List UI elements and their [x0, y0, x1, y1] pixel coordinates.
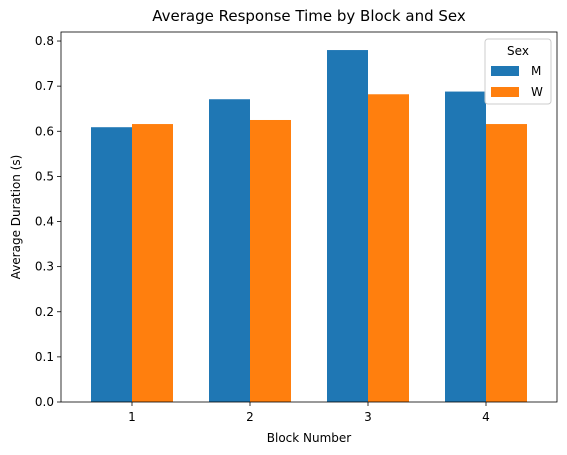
legend-swatch-W	[491, 87, 519, 97]
legend-title: Sex	[507, 44, 529, 58]
chart-title: Average Response Time by Block and Sex	[152, 7, 466, 25]
bar-W-block-3	[368, 94, 409, 402]
bar-M-block-4	[445, 91, 486, 402]
x-axis: 1 2 3 4	[128, 402, 490, 424]
x-tick-label: 3	[364, 410, 372, 424]
y-tick-label: 0.7	[35, 79, 54, 93]
legend-label-M: M	[531, 64, 541, 78]
legend-swatch-M	[491, 66, 519, 76]
y-axis: 0.0 0.1 0.2 0.3 0.4 0.5 0.6 0.7 0.8	[35, 34, 61, 409]
x-tick-label: 1	[128, 410, 136, 424]
x-tick-label: 4	[482, 410, 490, 424]
y-axis-label: Average Duration (s)	[9, 155, 23, 280]
y-tick-label: 0.2	[35, 305, 54, 319]
bar-W-block-4	[486, 124, 527, 403]
y-tick-label: 0.8	[35, 34, 54, 48]
plot-frame	[60, 31, 558, 403]
bar-M-block-1	[91, 127, 132, 403]
y-tick-label: 0.5	[35, 169, 54, 183]
y-tick-label: 0.0	[35, 395, 54, 409]
y-tick-label: 0.3	[35, 260, 54, 274]
x-tick-label: 2	[246, 410, 254, 424]
bar-W-block-1	[132, 124, 173, 403]
y-tick-label: 0.4	[35, 215, 54, 229]
y-tick-label: 0.6	[35, 124, 54, 138]
y-tick-label: 0.1	[35, 350, 54, 364]
bar-W-block-2	[250, 119, 291, 403]
legend-label-W: W	[531, 85, 543, 99]
bars-layer	[91, 50, 527, 403]
bar-M-block-3	[327, 50, 368, 403]
x-axis-label: Block Number	[267, 431, 352, 445]
bar-M-block-2	[209, 99, 250, 403]
